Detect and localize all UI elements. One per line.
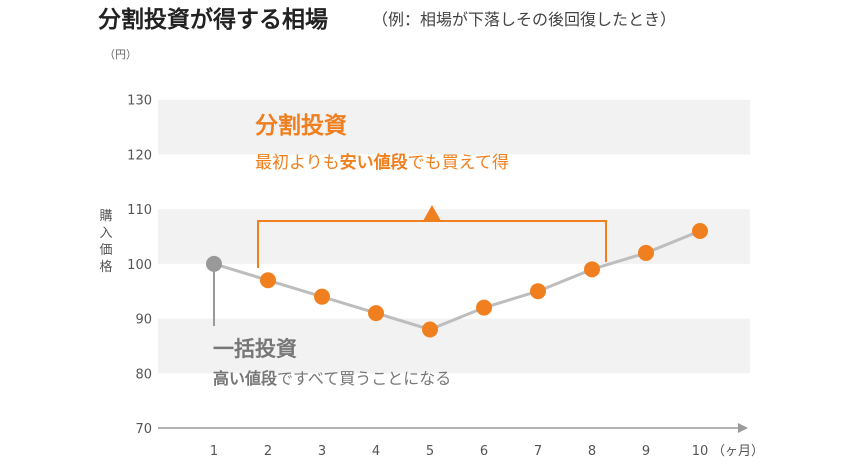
data-points (206, 223, 708, 338)
data-point (260, 272, 276, 289)
y-axis-label-char: 購 (99, 209, 112, 224)
chart-subtitle: （例：相場が下落しその後回復したとき） (372, 10, 676, 29)
y-tick-label: 130 (127, 94, 152, 109)
data-point (368, 305, 384, 322)
lump-sum-data-point (206, 255, 222, 272)
x-tick-labels: 1 2 3 4 5 6 7 8 9 10 (210, 444, 708, 459)
split-investment-text: 最初よりも安い値段でも買えて得 (255, 152, 509, 173)
y-tick-label: 80 (135, 367, 152, 382)
y-tick-label: 120 (127, 148, 152, 163)
split-text-before: 最初よりも (255, 153, 340, 173)
grid-band (158, 209, 750, 264)
x-tick-label: 7 (534, 444, 542, 459)
y-tick-label: 100 (127, 258, 152, 273)
y-tick-label: 70 (135, 422, 152, 437)
lump-sum-text: 高い値段ですべて買うことになる (213, 369, 451, 388)
data-point (584, 261, 600, 278)
grid-bands (158, 45, 750, 428)
grid-band (158, 99, 750, 155)
split-text-bold: 安い値段 (340, 152, 408, 173)
y-axis-label-char: 入 (99, 226, 112, 241)
x-tick-label: 8 (588, 444, 596, 459)
price-line (213, 229, 701, 332)
y-tick-label: 110 (127, 203, 152, 218)
grid-band (158, 45, 750, 100)
y-tick-label: 90 (135, 313, 152, 328)
lump-sum-title: 一括投資 (213, 337, 297, 361)
y-axis-label-char: 格 (99, 259, 112, 275)
y-tick-labels: 70 80 90 100 110 120 130 (127, 94, 152, 437)
y-unit-label: （円） (104, 48, 137, 61)
x-tick-label: 5 (426, 444, 434, 459)
x-tick-label: 1 (210, 444, 218, 459)
x-tick-label: 6 (480, 444, 488, 459)
grid-band (158, 373, 750, 428)
grid-band (158, 263, 750, 319)
data-point (314, 288, 330, 305)
x-tick-label: 3 (318, 444, 326, 459)
split-bracket-arrow (423, 205, 441, 221)
x-tick-label: 2 (264, 444, 272, 459)
data-point (638, 244, 654, 261)
split-bracket (257, 205, 607, 268)
data-point (530, 283, 546, 300)
x-tick-label: 10 (692, 444, 709, 459)
chart-title: 分割投資が得する相場 (98, 6, 328, 33)
data-point (476, 299, 492, 316)
y-axis-label: 購入価格 (99, 209, 112, 275)
data-point (422, 321, 438, 338)
lump-text-bold: 高い値段 (213, 369, 278, 388)
x-tick-label: 9 (642, 444, 650, 459)
x-axis-unit-label: （ヶ月） (712, 444, 764, 459)
x-tick-label: 4 (372, 444, 380, 459)
lump-text-after: ですべて買うことになる (277, 369, 451, 388)
x-axis-arrow (738, 423, 748, 433)
split-text-after: でも買えて得 (408, 153, 509, 173)
grid-band (158, 154, 750, 210)
split-investment-title: 分割投資 (255, 112, 347, 139)
grid-band (158, 318, 750, 374)
data-point (692, 223, 708, 240)
y-axis-label-char: 価 (99, 243, 112, 258)
